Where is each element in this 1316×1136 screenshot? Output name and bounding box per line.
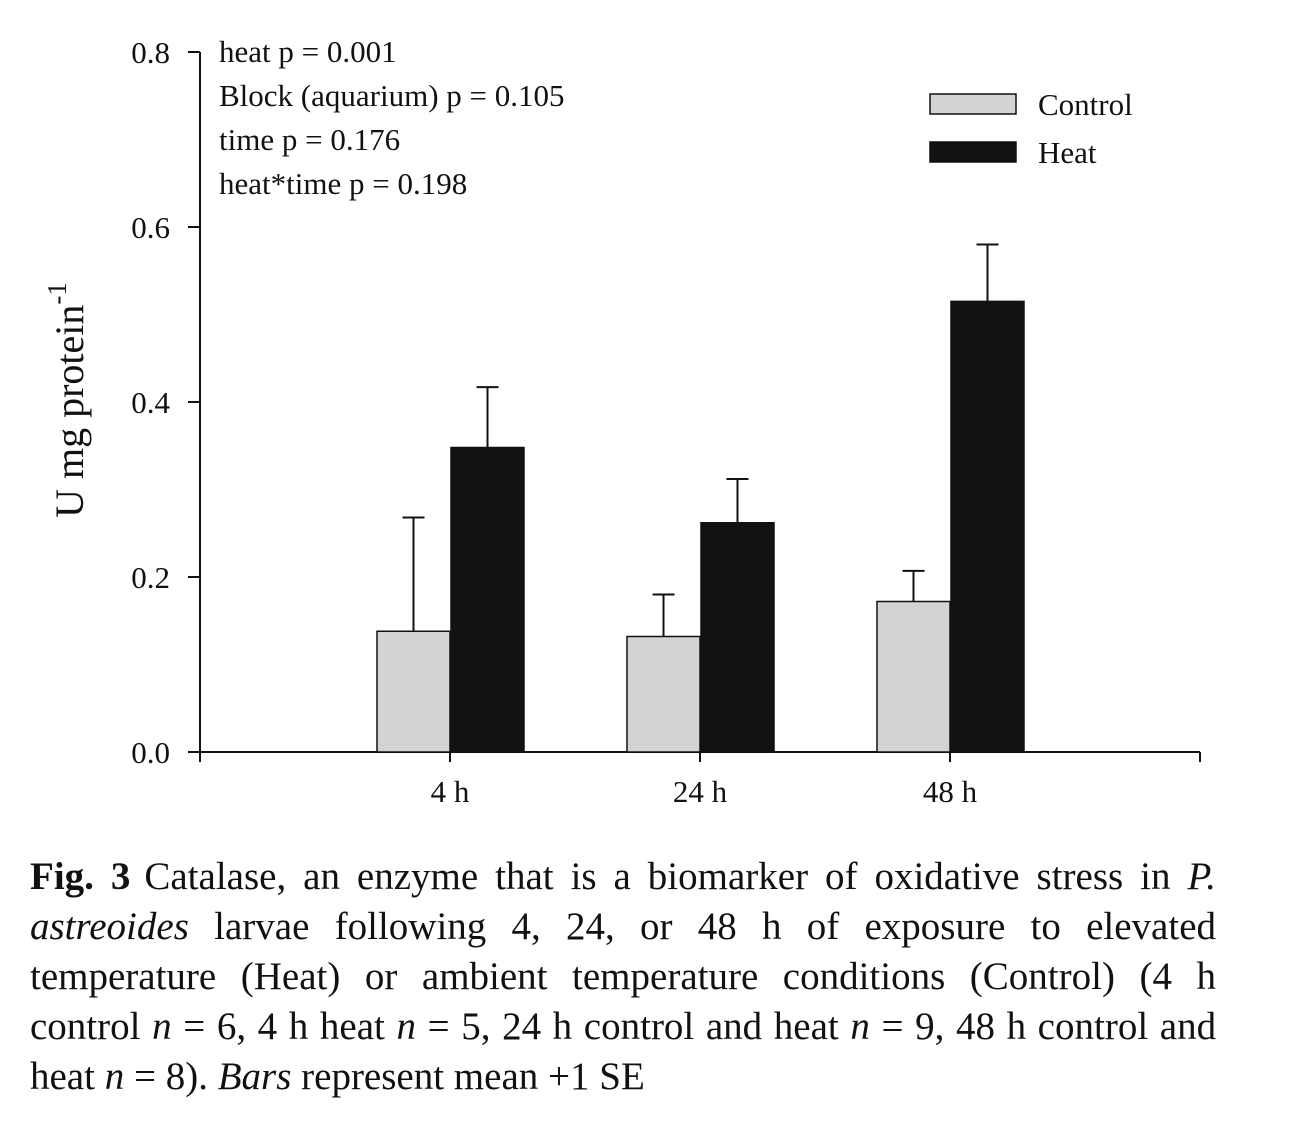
bar-chart: 0.0 0.2 0.4 0.6 0.8 4 h 24 h 48 h heat p = 0.0… <box>42 34 1201 809</box>
caption-n: n <box>152 1005 172 1048</box>
x-tick-label: 4 h <box>431 774 470 809</box>
legend-label-heat: Heat <box>1038 135 1097 170</box>
bar-heat <box>450 446 525 753</box>
legend-label-control: Control <box>1038 87 1133 122</box>
stats-annotation: time p = 0.176 <box>219 122 400 157</box>
legend: Control Heat <box>929 87 1133 170</box>
bar-control <box>376 630 451 753</box>
y-tick-label: 0.0 <box>131 735 170 770</box>
caption-text-1: Catalase, an enzyme that is a biomarker … <box>144 855 1171 898</box>
y-tick-label: 0.4 <box>131 385 170 420</box>
figure-caption: Fig. 3 Catalase, an enzyme that is a biom… <box>30 852 1216 1102</box>
y-axis-label: U mg protein-1 <box>42 282 92 518</box>
stats-annotations: heat p = 0.001 Block (aquarium) p = 0.105… <box>219 34 565 201</box>
caption-text-7: represent mean +1 SE <box>301 1055 645 1098</box>
stats-annotation: Block (aquarium) p = 0.105 <box>219 78 565 113</box>
stats-annotation: heat p = 0.001 <box>219 34 397 69</box>
y-tick-label: 0.6 <box>131 210 170 245</box>
error-bars-group <box>402 243 999 637</box>
x-tick-label: 24 h <box>673 774 728 809</box>
legend-swatch-heat <box>929 141 1017 163</box>
caption-text-3: = 6, 4 h heat <box>183 1005 385 1048</box>
caption-n: n <box>104 1055 125 1098</box>
x-axis: 4 h 24 h 48 h <box>199 751 1201 809</box>
legend-swatch-control <box>929 93 1017 115</box>
caption-text-6: = 8). <box>133 1055 208 1098</box>
bar-heat <box>950 300 1025 753</box>
caption-species: P. astreoides <box>30 855 1216 948</box>
y-tick-label: 0.2 <box>131 560 170 595</box>
caption-text-5: = 9, 48 h control and heat <box>30 1005 1217 1098</box>
caption-n: n <box>396 1005 416 1048</box>
caption-text-2: larvae following 4, 24, or 48 h of expos… <box>30 905 1217 1048</box>
stats-annotation: heat*time p = 0.198 <box>219 166 467 201</box>
y-tick-label: 0.8 <box>131 35 170 70</box>
x-tick-label: 48 h <box>923 774 978 809</box>
caption-text-4: = 5, 24 h control and heat <box>427 1005 839 1048</box>
y-axis-label-superscript: -1 <box>42 282 72 305</box>
bar-heat <box>700 522 775 753</box>
y-axis: 0.0 0.2 0.4 0.6 0.8 <box>131 35 201 770</box>
caption-n: n <box>850 1005 870 1048</box>
bars-group <box>376 300 1025 753</box>
bar-control <box>626 635 701 753</box>
caption-bars-word: Bars <box>217 1055 292 1098</box>
figure-label: Fig. 3 <box>30 855 131 898</box>
bar-control <box>876 600 951 753</box>
y-axis-label-main: U mg protein <box>47 305 92 518</box>
